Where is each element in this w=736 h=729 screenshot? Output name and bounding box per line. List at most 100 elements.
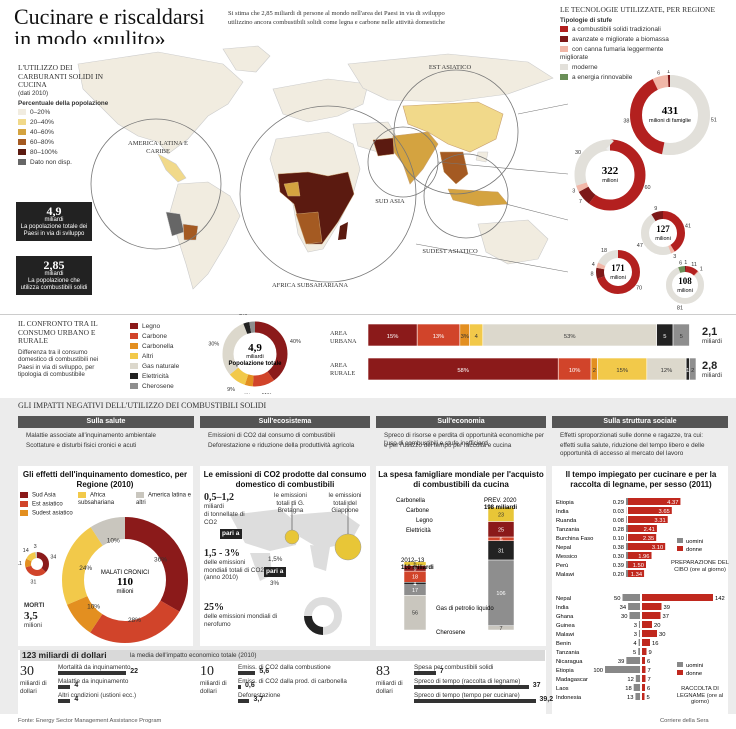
time-women-value: 1.34 bbox=[631, 572, 643, 578]
urban-rural-label: 5 bbox=[663, 334, 666, 340]
co2-val2-text: delle emissioni mondiali totali di CO2 (… bbox=[204, 559, 264, 581]
donut-label: 8 bbox=[591, 272, 594, 278]
donut-label: 9% bbox=[227, 387, 235, 393]
wood-men-value: 3 bbox=[634, 632, 637, 638]
map-legend-item: 40–60% bbox=[18, 128, 113, 138]
donut-slice bbox=[62, 517, 188, 643]
death-donut: 34 31 11 14 3 bbox=[18, 544, 56, 586]
donut-label: 11 bbox=[18, 561, 22, 567]
wood-women-bar bbox=[642, 675, 646, 682]
wood-men-value: 13 bbox=[627, 695, 633, 701]
donut-label: 3 bbox=[673, 254, 676, 260]
spend-value: 6 bbox=[499, 537, 502, 543]
impact-bullet: Scottature e disturbi fisici cronici e a… bbox=[26, 442, 137, 449]
wood-men-value: 4 bbox=[633, 641, 637, 647]
co2-val1-text: di tonnellate di CO2 bbox=[204, 511, 245, 526]
health-legend-item: Est asiatico bbox=[20, 501, 78, 509]
wood-country: Nicaragua bbox=[556, 659, 583, 665]
time-women-bar bbox=[628, 498, 681, 505]
time-women-bar bbox=[628, 570, 645, 577]
donut-label: 10% bbox=[87, 603, 100, 610]
time-men-value: 0.03 bbox=[613, 509, 624, 515]
region-america-latina: AMERICA LATINA E CARIBE bbox=[128, 140, 188, 155]
spend-segment bbox=[487, 506, 515, 522]
time-country: Burchina Faso bbox=[556, 536, 593, 542]
donut-slice bbox=[222, 321, 288, 387]
donut-slice bbox=[641, 211, 685, 255]
urban-rural-label: 3% bbox=[461, 334, 469, 340]
cost-item-bar bbox=[58, 685, 71, 689]
spend-label: Cherosene bbox=[436, 630, 466, 636]
health-legend: Sud Asia Est asiatico Sudest asiatico Afric… bbox=[20, 492, 192, 524]
wood-women-bar bbox=[642, 612, 661, 619]
impact-bullet: Emissioni di CO2 dal consumo di combusti… bbox=[208, 432, 336, 439]
malati-label: MALATI CRONICI bbox=[101, 570, 150, 576]
legend-swatch bbox=[136, 492, 144, 498]
fuel-legend-item: Carbonella bbox=[130, 342, 210, 352]
box2-text: La popolazione che utilizza combustibili… bbox=[20, 278, 88, 291]
donut-label: 28% bbox=[128, 617, 141, 624]
fuel-legend-item: Legno bbox=[130, 322, 210, 332]
map-legend-item: 60–80% bbox=[18, 138, 113, 148]
donut-label: 6 bbox=[679, 260, 682, 266]
time-men-value: 0.39 bbox=[613, 563, 624, 569]
impact-bullet: effetti sulla salute, riduzione del temp… bbox=[560, 442, 705, 457]
wood-country: Madagascar bbox=[556, 677, 588, 683]
legend-label: 60–80% bbox=[30, 138, 54, 146]
time-women-value: 1.50 bbox=[633, 563, 644, 569]
spend-title: La spesa famigliare mondiale per l'acqui… bbox=[378, 470, 544, 489]
donut-center-value: 322 bbox=[602, 165, 619, 177]
compare-heading: IL CONFRONTO TRA IL CONSUMO URBANO E RUR… bbox=[18, 319, 98, 345]
map-legend-title: Percentuale della popolazione bbox=[18, 100, 109, 107]
pop-center-value: 4,9 bbox=[248, 342, 262, 354]
urban-rural-label: 58% bbox=[457, 368, 469, 374]
time-men-bar bbox=[626, 498, 629, 505]
legend-swatch bbox=[560, 64, 568, 71]
urban-rural-segment bbox=[672, 323, 690, 347]
cost-item-value: 39,2 bbox=[539, 696, 554, 703]
cost-group-value: 83 bbox=[376, 664, 390, 679]
wood-men-value: 100 bbox=[593, 668, 603, 674]
tech-legend-item: moderne bbox=[560, 64, 670, 72]
urban-rural-label: 2 bbox=[691, 368, 694, 374]
co2-map bbox=[220, 501, 362, 581]
wood-country: Indonesia bbox=[556, 695, 582, 701]
donut-slice bbox=[25, 552, 49, 576]
legend-swatch bbox=[560, 36, 568, 43]
wood-country: Ghana bbox=[556, 614, 574, 620]
time-women-value: 4.37 bbox=[667, 500, 678, 506]
impact-bullet: e per l'utilizzo del tempo per raccolta … bbox=[384, 442, 512, 449]
co2-pct-a: 1,5% bbox=[268, 556, 283, 563]
legend-swatch bbox=[20, 510, 28, 516]
legend-swatch bbox=[18, 138, 26, 145]
time-women-bar bbox=[628, 561, 646, 568]
donut-label: 18 bbox=[601, 248, 607, 254]
co2-title: Le emissioni di CO2 prodotte dal consumo… bbox=[203, 470, 367, 489]
co2-val3: 25% bbox=[204, 602, 224, 613]
map-legend-item: 80–100% bbox=[18, 148, 113, 158]
legend-swatch bbox=[18, 158, 26, 165]
wood-men-bar bbox=[638, 621, 640, 628]
cost-item-label: Malattie da inquinamento bbox=[58, 678, 129, 685]
region-sudest-asiatico: SUDEST ASIATICO bbox=[422, 248, 478, 255]
urban-rural-label: 15% bbox=[387, 334, 399, 340]
pop-center-unit: miliardi bbox=[246, 354, 263, 360]
legend-label: 80–100% bbox=[30, 148, 58, 156]
time-men-value: 0.30 bbox=[613, 554, 624, 560]
cost-item-label: Emiss. di CO2 dalla combustione bbox=[238, 664, 331, 671]
fuel-legend: Legno Carbone Carbonella Altri Gas naturale E… bbox=[130, 322, 210, 392]
donut-label: 11% bbox=[262, 393, 273, 394]
cost-item-bar bbox=[58, 699, 71, 703]
donut-slice bbox=[62, 517, 188, 643]
wood-label: RACCOLTA DI LEGNAME (ore al giorno) bbox=[676, 686, 724, 705]
tech-legend-title: Tipologie di stufe bbox=[560, 16, 613, 24]
donut-center-value: 108 bbox=[678, 276, 692, 286]
wood-country: India bbox=[556, 605, 569, 611]
morti-label: MORTI bbox=[24, 602, 45, 609]
cost-item-bar bbox=[238, 685, 241, 689]
cost-item-value: 4 bbox=[74, 682, 79, 689]
legend-swatch bbox=[560, 74, 568, 81]
soot-donut bbox=[304, 597, 342, 635]
legend-label: con canna fumaria leggermente migliorate bbox=[560, 46, 664, 61]
